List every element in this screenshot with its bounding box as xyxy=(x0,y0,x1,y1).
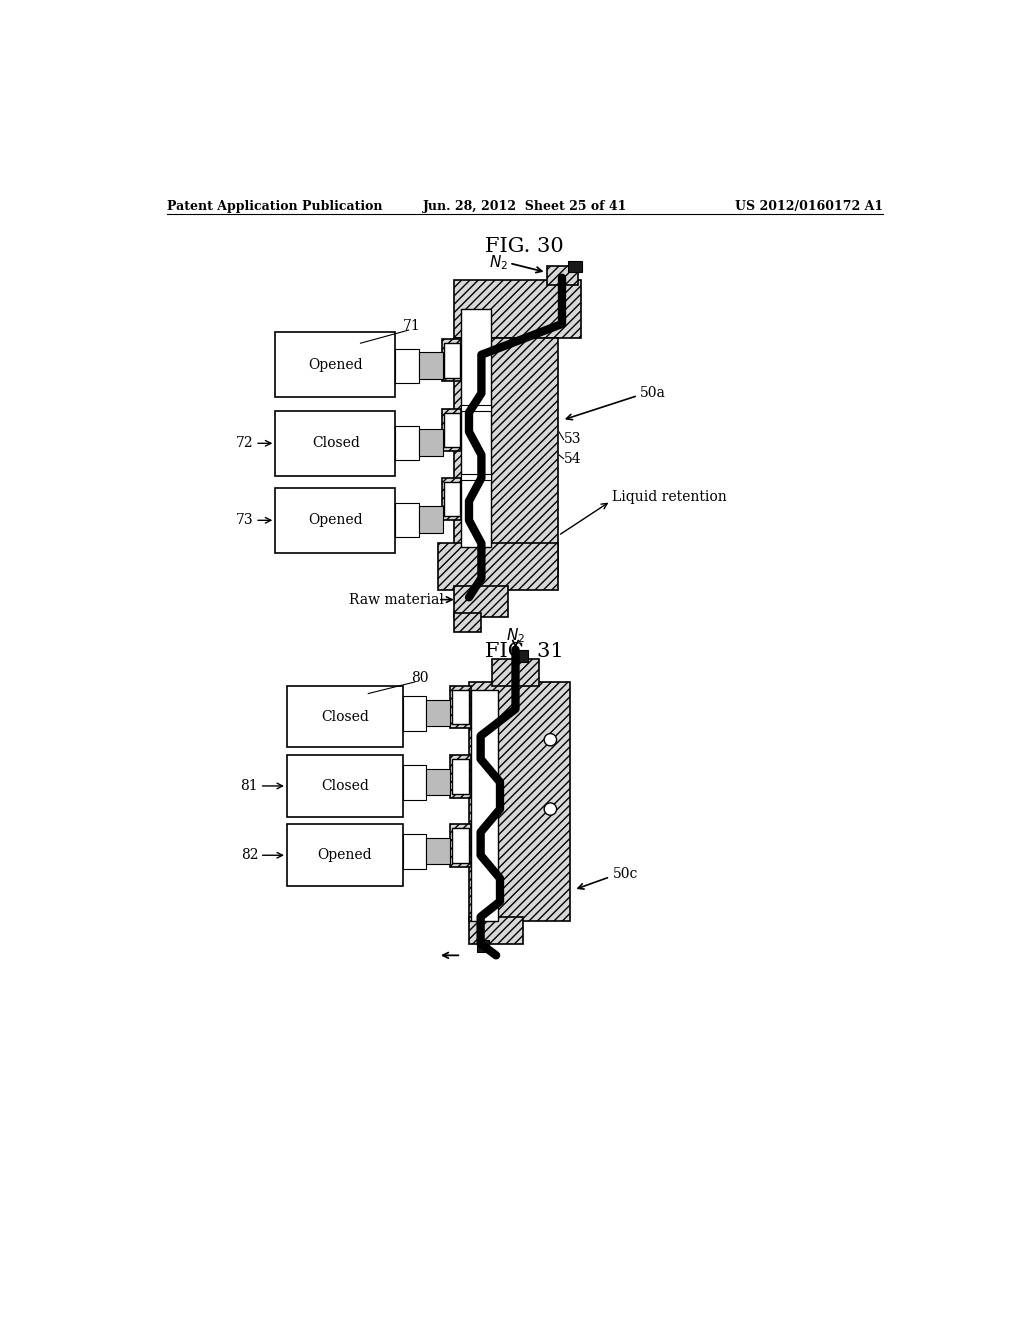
Bar xyxy=(403,834,426,869)
Bar xyxy=(469,917,523,944)
Text: Opened: Opened xyxy=(317,849,373,862)
Text: Opened: Opened xyxy=(308,513,364,527)
Bar xyxy=(450,825,471,867)
Bar xyxy=(426,838,450,865)
Bar xyxy=(395,503,419,537)
Bar xyxy=(454,338,558,577)
Bar xyxy=(275,411,395,477)
Bar xyxy=(547,267,578,285)
Bar xyxy=(493,659,539,686)
Text: 82: 82 xyxy=(241,849,258,862)
Bar xyxy=(471,851,498,858)
Circle shape xyxy=(544,734,557,746)
Text: Opened: Opened xyxy=(308,358,364,372)
Text: US 2012/0160172 A1: US 2012/0160172 A1 xyxy=(735,199,883,213)
Bar xyxy=(452,759,469,793)
Bar xyxy=(403,766,426,800)
Bar xyxy=(395,425,419,461)
Text: Closed: Closed xyxy=(322,779,369,793)
Bar xyxy=(454,280,582,338)
Bar xyxy=(444,412,460,447)
Bar xyxy=(419,429,443,455)
Bar xyxy=(395,348,419,383)
Text: $N_2$: $N_2$ xyxy=(488,253,508,272)
Text: $N_2$: $N_2$ xyxy=(506,627,525,645)
Bar xyxy=(275,488,395,553)
Text: Closed: Closed xyxy=(322,710,369,723)
Text: FIG. 30: FIG. 30 xyxy=(485,238,564,256)
Bar xyxy=(568,261,583,272)
Text: 73: 73 xyxy=(236,513,254,527)
Bar xyxy=(515,649,528,663)
Bar xyxy=(471,793,498,800)
Text: Patent Application Publication: Patent Application Publication xyxy=(167,199,382,213)
Bar xyxy=(461,309,490,548)
Bar xyxy=(275,331,395,397)
Bar xyxy=(287,825,403,886)
Bar xyxy=(442,339,461,381)
Circle shape xyxy=(544,803,557,816)
Bar xyxy=(454,586,508,616)
Text: Closed: Closed xyxy=(311,437,359,450)
Text: 71: 71 xyxy=(403,319,421,333)
Bar xyxy=(454,612,480,632)
Text: 50a: 50a xyxy=(640,387,666,400)
Bar xyxy=(450,755,471,797)
Text: 50c: 50c xyxy=(612,867,638,882)
Text: Liquid retention: Liquid retention xyxy=(612,490,727,504)
Bar xyxy=(477,940,489,952)
Bar xyxy=(419,352,443,379)
Bar xyxy=(438,544,558,590)
Bar xyxy=(444,482,460,516)
Bar xyxy=(442,478,461,520)
Bar xyxy=(471,689,498,921)
Bar xyxy=(469,682,569,921)
Bar xyxy=(444,343,460,378)
Text: 81: 81 xyxy=(241,779,258,793)
Bar xyxy=(287,686,403,747)
Bar xyxy=(426,770,450,795)
Bar xyxy=(442,409,461,451)
Bar xyxy=(452,829,469,863)
Bar xyxy=(450,686,471,729)
Text: FIG. 31: FIG. 31 xyxy=(485,642,564,661)
Bar xyxy=(287,755,403,817)
Bar xyxy=(403,696,426,730)
Bar xyxy=(461,474,490,480)
Bar xyxy=(471,725,498,730)
Text: 53: 53 xyxy=(563,433,581,446)
Bar xyxy=(426,700,450,726)
Text: 54: 54 xyxy=(563,451,582,466)
Bar xyxy=(419,507,443,532)
Text: Jun. 28, 2012  Sheet 25 of 41: Jun. 28, 2012 Sheet 25 of 41 xyxy=(423,199,627,213)
Bar xyxy=(461,405,490,411)
Bar xyxy=(452,689,469,725)
Text: Raw material: Raw material xyxy=(349,593,443,607)
Text: 72: 72 xyxy=(236,437,254,450)
Text: 80: 80 xyxy=(411,671,428,685)
